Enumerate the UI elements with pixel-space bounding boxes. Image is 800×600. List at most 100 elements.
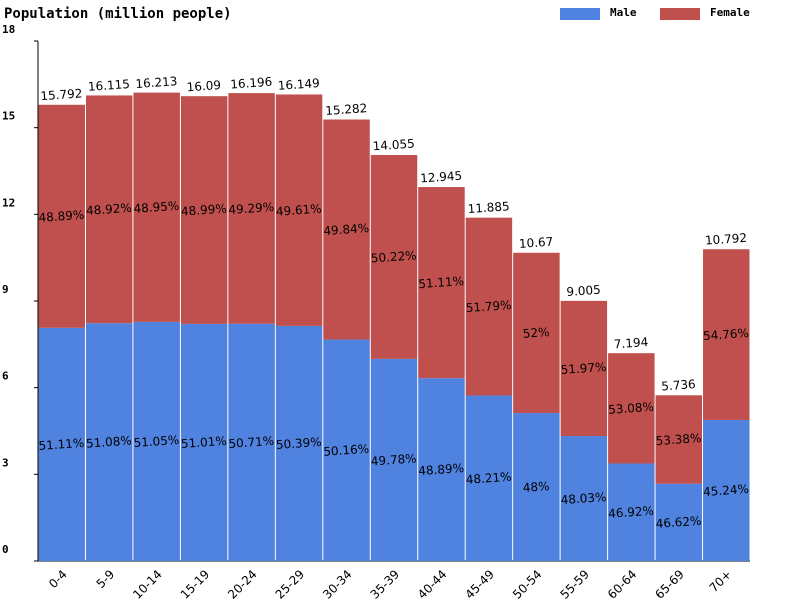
chart-title: Population (million people) <box>4 6 232 22</box>
bar-female <box>513 252 560 414</box>
y-tick-label: 9 <box>2 283 9 296</box>
x-tick-label: 55-59 <box>557 567 592 600</box>
bar-female <box>703 249 750 420</box>
bar-male <box>370 358 418 561</box>
bar-male <box>323 339 370 561</box>
male-label: 50.16% <box>323 442 370 459</box>
male-label: 50.39% <box>275 435 322 452</box>
male-label: 51.08% <box>86 434 133 451</box>
bar-female <box>323 119 370 340</box>
bar-male <box>608 463 655 561</box>
x-tick-label: 60-64 <box>605 567 640 600</box>
total-label: 10.792 <box>705 231 748 248</box>
bar-male <box>38 327 85 561</box>
x-tick-label: 25-29 <box>273 567 308 600</box>
bar-male <box>418 378 465 561</box>
legend-swatch <box>660 8 700 20</box>
female-label: 49.84% <box>323 221 370 238</box>
male-label: 48.21% <box>465 470 512 487</box>
male-label: 51.05% <box>133 433 180 450</box>
bar-male <box>228 323 275 561</box>
female-label: 54.76% <box>703 326 750 343</box>
bar-male <box>465 395 513 561</box>
bar-male <box>133 321 180 561</box>
x-tick-label: 15-19 <box>178 567 213 600</box>
female-label: 48.92% <box>86 201 133 218</box>
bar-female <box>275 94 323 326</box>
x-tick-label: 65-69 <box>652 567 687 600</box>
bar-male <box>655 483 703 561</box>
bar-female <box>180 96 228 324</box>
female-label: 48.95% <box>133 199 180 216</box>
total-label: 9.005 <box>566 283 601 299</box>
x-tick-label: 30-34 <box>320 567 355 600</box>
female-label: 53.08% <box>608 400 655 417</box>
total-label: 15.282 <box>325 101 368 118</box>
total-label: 16.213 <box>135 74 178 91</box>
y-tick-label: 0 <box>2 543 9 556</box>
bar-female <box>655 395 703 484</box>
bar-male <box>85 323 133 561</box>
bar-female <box>465 217 513 396</box>
legend-label: Female <box>710 6 750 19</box>
female-label: 48.99% <box>181 201 228 218</box>
male-label: 48.03% <box>560 490 607 507</box>
bar-female <box>370 154 418 359</box>
bar-female <box>38 104 85 328</box>
total-label: 10.67 <box>518 235 553 251</box>
female-label: 51.11% <box>418 274 465 291</box>
bar-male <box>275 325 323 561</box>
male-label: 48.89% <box>418 461 465 478</box>
y-tick-label: 6 <box>2 370 9 383</box>
bar-male <box>180 323 228 561</box>
bar-female <box>608 353 655 464</box>
male-label: 48% <box>522 479 550 495</box>
bar-female <box>85 95 133 324</box>
bar-female <box>228 93 275 324</box>
female-label: 48.89% <box>38 208 85 225</box>
y-tick-label: 18 <box>2 23 15 36</box>
total-label: 11.885 <box>467 199 510 216</box>
y-tick-label: 3 <box>2 456 9 469</box>
x-tick-label: 5-9 <box>94 567 118 591</box>
legend-swatch <box>560 8 600 20</box>
total-label: 16.09 <box>186 78 221 94</box>
total-label: 5.736 <box>661 377 696 393</box>
bar-female <box>560 300 608 437</box>
total-label: 16.115 <box>87 77 130 94</box>
female-label: 50.22% <box>370 248 417 265</box>
x-tick-label: 0-4 <box>46 567 70 591</box>
total-label: 15.792 <box>40 86 83 103</box>
female-label: 52% <box>522 325 550 341</box>
male-label: 51.11% <box>38 436 85 453</box>
y-tick-label: 15 <box>2 110 15 123</box>
bar-female <box>418 187 465 379</box>
female-label: 53.38% <box>655 431 702 448</box>
total-label: 16.149 <box>277 76 320 93</box>
total-label: 7.194 <box>613 335 648 351</box>
bar-male <box>560 436 608 561</box>
male-label: 45.24% <box>703 482 750 499</box>
bar-male <box>513 413 560 561</box>
x-tick-label: 45-49 <box>462 567 497 600</box>
x-tick-label: 10-14 <box>130 567 165 600</box>
total-label: 12.945 <box>420 169 463 186</box>
female-label: 49.29% <box>228 200 275 217</box>
total-label: 16.196 <box>230 75 273 92</box>
bar-male <box>703 419 750 561</box>
x-tick-label: 20-24 <box>225 567 260 600</box>
male-label: 49.78% <box>370 451 417 468</box>
x-tick-label: 50-54 <box>510 567 545 600</box>
male-label: 46.62% <box>655 514 702 531</box>
male-label: 50.71% <box>228 434 275 451</box>
female-label: 51.97% <box>560 360 607 377</box>
female-label: 49.61% <box>275 202 322 219</box>
bar-female <box>133 92 180 322</box>
male-label: 46.92% <box>608 504 655 521</box>
male-label: 51.01% <box>181 434 228 451</box>
female-label: 51.79% <box>465 298 512 315</box>
y-tick-label: 12 <box>2 196 15 209</box>
total-label: 14.055 <box>372 137 415 154</box>
x-tick-label: 40-44 <box>415 567 450 600</box>
